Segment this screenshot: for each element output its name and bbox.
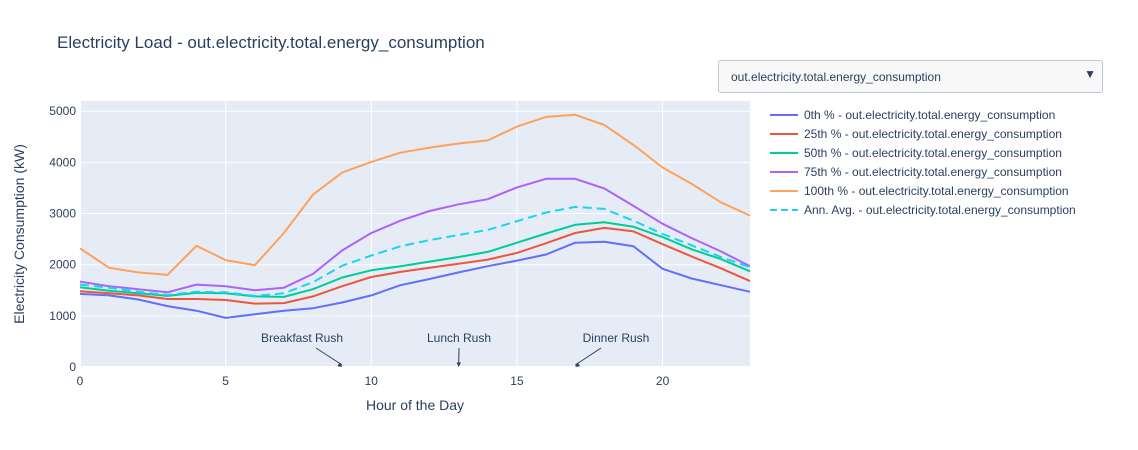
legend-item[interactable]: 100th % - out.electricity.total.energy_c… [770,184,1069,198]
legend-item[interactable]: 25th % - out.electricity.total.energy_co… [770,127,1062,141]
annotations: Breakfast Rush Lunch Rush Dinner Rush [261,331,649,367]
dropdown-selected-value: out.electricity.total.energy_consumption [731,70,941,84]
x-tick-label: 0 [77,374,84,388]
plot-area [80,101,750,367]
annotation-arrowhead [456,362,461,367]
annotation-arrowhead [575,362,581,367]
annotation-label: Dinner Rush [583,331,650,345]
legend-label: 75th % - out.electricity.total.energy_co… [804,165,1062,179]
legend-label: Ann. Avg. - out.electricity.total.energy… [804,203,1076,217]
annotation-arrow [574,347,602,366]
legend-item[interactable]: 0th % - out.electricity.total.energy_con… [770,108,1055,122]
annotation-arrow [315,347,343,366]
annotation-arrowhead [337,362,343,367]
series-line-4 [79,113,751,276]
chart-title: Electricity Load - out.electricity.total… [57,33,485,52]
x-tick-label: 10 [365,374,379,388]
x-tick-label: 20 [656,374,670,388]
triangle-down-icon: ▼ [1084,67,1096,81]
x-tick-label: 15 [510,374,524,388]
x-axis-title: Hour of the Day [366,397,464,413]
y-axis-title: Electricity Consumption (kW) [11,144,27,324]
y-tick-label: 5000 [49,104,76,118]
y-tick-label: 2000 [49,258,76,272]
legend-item[interactable]: 50th % - out.electricity.total.energy_co… [770,146,1062,160]
y-tick-labels: 0 1000 2000 3000 4000 5000 [49,104,76,374]
y-tick-label: 4000 [49,155,76,169]
legend-item[interactable]: 75th % - out.electricity.total.energy_co… [770,165,1062,179]
annotation-label: Lunch Rush [427,331,491,345]
y-tick-label: 0 [69,360,76,374]
legend-label: 100th % - out.electricity.total.energy_c… [804,184,1069,198]
legend-item[interactable]: Ann. Avg. - out.electricity.total.energy… [770,203,1076,217]
series-line-0 [79,240,751,319]
series-lines [79,113,751,319]
legend-label: 25th % - out.electricity.total.energy_co… [804,127,1062,141]
y-tick-label: 3000 [49,207,76,221]
series-line-1 [79,226,751,305]
annotation-label: Breakfast Rush [261,331,343,345]
x-tick-labels: 0 5 10 15 20 [77,374,670,388]
series-line-5 [79,205,751,297]
series-dropdown[interactable]: out.electricity.total.energy_consumption… [718,60,1103,93]
series-line-3 [79,177,751,294]
x-tick-label: 5 [222,374,229,388]
legend: 0th % - out.electricity.total.energy_con… [770,108,1076,217]
y-tick-label: 1000 [49,309,76,323]
legend-label: 50th % - out.electricity.total.energy_co… [804,146,1062,160]
legend-label: 0th % - out.electricity.total.energy_con… [804,108,1055,122]
